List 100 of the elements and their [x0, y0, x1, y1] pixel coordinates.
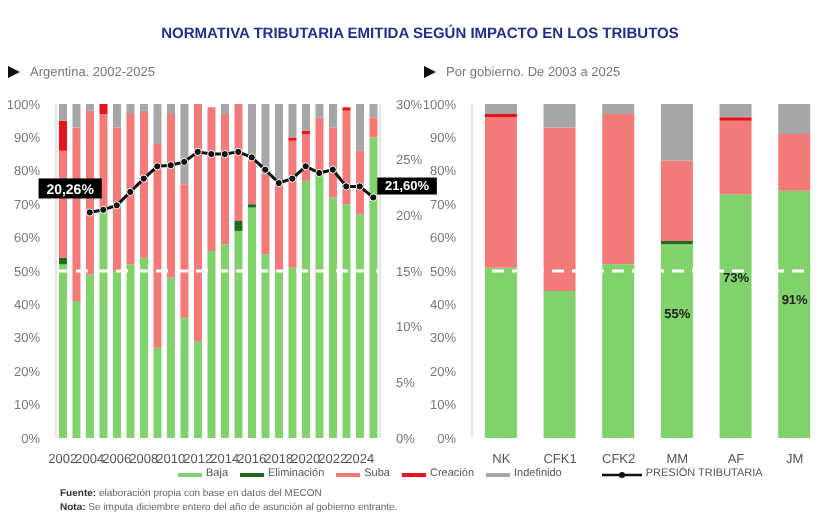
bar [139, 257, 148, 438]
point [193, 147, 202, 156]
point [342, 182, 351, 191]
bar [301, 180, 310, 438]
bar [58, 257, 67, 265]
bar [543, 291, 576, 438]
point [99, 205, 108, 214]
bar [342, 110, 351, 205]
bar [602, 114, 635, 265]
bar [72, 301, 81, 438]
bar [153, 347, 162, 438]
bar [234, 104, 243, 221]
bar [660, 104, 693, 161]
bar [315, 104, 324, 118]
point [207, 150, 216, 159]
bar [484, 104, 517, 115]
point [234, 147, 243, 156]
bar [247, 104, 256, 158]
bar [166, 104, 175, 115]
bar [288, 140, 297, 268]
bar [342, 204, 351, 438]
point [274, 178, 283, 188]
bar [234, 220, 243, 231]
bar [85, 104, 94, 111]
bar [543, 127, 576, 292]
bar [126, 104, 135, 115]
bar [180, 317, 189, 438]
bar [369, 117, 378, 138]
bar [207, 250, 216, 438]
bar [112, 271, 121, 438]
bar [58, 264, 67, 438]
bar [139, 110, 148, 258]
bar [288, 104, 297, 138]
point [355, 182, 364, 191]
bar [153, 144, 162, 348]
bar [288, 267, 297, 438]
bar [247, 157, 256, 205]
bar [484, 117, 517, 268]
point [220, 150, 229, 159]
bar [126, 264, 135, 438]
bar [193, 104, 202, 342]
bar [301, 104, 310, 131]
bar [778, 190, 811, 438]
bar [166, 114, 175, 278]
bar [153, 104, 162, 145]
point [301, 162, 310, 171]
bar [602, 264, 635, 438]
point [315, 168, 324, 178]
bar [85, 274, 94, 438]
bar [261, 254, 270, 438]
bar [247, 207, 256, 438]
bar [274, 271, 283, 438]
point [139, 174, 148, 183]
bar [180, 184, 189, 318]
bar [719, 194, 752, 438]
bar [355, 104, 364, 151]
bar [126, 114, 135, 265]
bar [660, 244, 693, 438]
bar [207, 107, 216, 251]
bar [328, 197, 337, 438]
bar [602, 104, 635, 115]
bar [166, 277, 175, 438]
bar [220, 104, 229, 115]
bar [660, 160, 693, 241]
bar [355, 214, 364, 438]
bar [719, 104, 752, 118]
bar [139, 104, 148, 111]
bar [234, 230, 243, 438]
point [153, 162, 162, 171]
bar [484, 267, 517, 438]
bar [315, 117, 324, 175]
bar [274, 104, 283, 185]
bar [369, 137, 378, 438]
bar [58, 104, 67, 121]
bar [220, 114, 229, 245]
point [247, 153, 256, 162]
bar [261, 174, 270, 255]
point [126, 187, 135, 197]
bar [369, 104, 378, 118]
bar [58, 120, 67, 151]
bar [72, 104, 81, 128]
point [261, 165, 270, 174]
point [166, 161, 175, 170]
bar [180, 104, 189, 185]
point [369, 193, 378, 202]
bar [778, 134, 811, 191]
bar [328, 104, 337, 128]
bar [112, 104, 121, 128]
bar [778, 104, 811, 135]
bar [220, 244, 229, 438]
bar [193, 341, 202, 438]
bar [543, 104, 576, 128]
point [180, 157, 189, 166]
point [85, 208, 94, 217]
point [288, 174, 297, 183]
bar [719, 120, 752, 195]
point [328, 165, 337, 174]
point [112, 201, 121, 210]
bar [99, 210, 108, 438]
bar [99, 104, 108, 115]
